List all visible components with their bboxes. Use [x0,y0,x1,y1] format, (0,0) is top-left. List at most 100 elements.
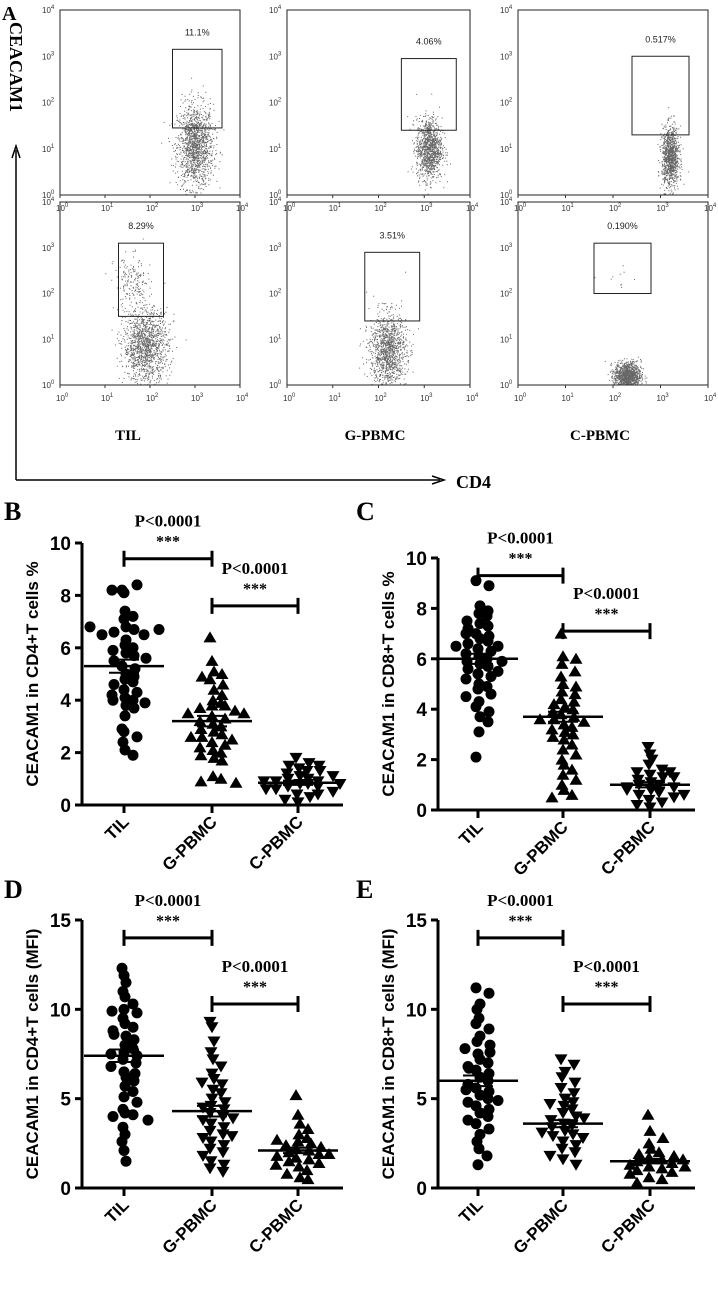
data-point [566,1129,580,1141]
data-point [470,751,482,763]
data-point [558,1093,572,1105]
data-point [326,771,340,783]
data-point [485,670,497,682]
x-tick-label: 102 [375,393,388,403]
data-point [632,1148,646,1160]
data-point [555,657,569,669]
data-point [290,789,304,801]
x-tick-label: 101 [562,393,575,403]
y-arrowhead-icon [11,143,21,159]
significance-stars: *** [509,913,533,930]
y-axis-label: CEACAM1 in CD8+T cells % [379,571,398,796]
x-tick-label: 101 [329,203,342,213]
data-point [108,1028,120,1040]
data-point [106,1005,118,1017]
a-col-label-gpbmc: G-PBMC [345,428,406,444]
data-point [206,1054,220,1066]
x-tick-label: 100 [56,393,69,403]
data-point [216,678,230,690]
data-point [106,584,118,596]
x-tick-label: 103 [191,393,204,403]
data-point [678,1160,692,1172]
data-point [450,640,462,652]
data-point [118,1003,130,1015]
data-point [196,1132,210,1144]
significance-stars: *** [595,979,619,996]
x-tick-label: 103 [657,393,670,403]
data-point [204,1047,218,1059]
y-tick-label: 101 [269,334,282,344]
y-tick-label: 101 [42,144,55,154]
data-point [556,1107,570,1119]
p-value: P<0.0001 [222,957,289,976]
significance-stars: *** [156,534,180,551]
data-point [643,802,657,814]
data-point [557,783,571,795]
y-tick-label: 101 [500,334,513,344]
p-value: P<0.0001 [573,957,640,976]
data-point [568,1147,582,1159]
data-point [470,1018,482,1030]
data-point [206,1084,220,1096]
y-tick-label: 15 [50,911,72,932]
data-point [546,1131,560,1143]
data-point [677,789,691,801]
data-point [556,1136,570,1148]
data-point [470,575,482,587]
sem-error-bar [109,658,139,674]
y-tick-label: 2 [416,751,427,772]
data-point [556,1154,570,1166]
x-arrowhead-icon [431,475,447,485]
data-point [270,1133,284,1145]
event-dots [359,271,419,385]
x-tick-label: 101 [101,393,114,403]
data-point [269,1158,283,1170]
data-point [483,987,495,999]
x-tick-label: 101 [329,393,342,403]
data-point [301,1173,315,1185]
flow-plots: 11.1%1001001011011021021031031041044.06%… [42,5,717,403]
data-point [556,743,570,755]
y-tick-label: 8 [60,586,71,607]
data-point [217,1122,231,1134]
y-tick-label: 5 [416,1090,427,1111]
gate-rectangle [172,48,223,129]
x-tick-label: 102 [609,393,622,403]
data-point [301,1123,315,1135]
y-tick-label: 102 [42,98,55,108]
gate-percent: 3.51% [379,230,405,240]
data-point [291,797,305,809]
data-point [203,1125,217,1137]
p-value: P<0.0001 [222,559,289,578]
data-point [217,1140,231,1152]
data-point [225,733,239,745]
data-point [577,1113,591,1125]
data-point [569,748,583,760]
data-point [293,1171,307,1183]
gate-percent: 0.190% [607,221,638,231]
data-point [131,1096,143,1108]
data-point [204,1156,218,1168]
data-point [546,730,560,742]
data-point [547,698,561,710]
y-tick-label: 103 [269,51,282,61]
x-tick-label: 100 [514,203,527,213]
data-point [138,629,150,641]
data-point [282,1146,296,1158]
y-tick-label: 103 [42,51,55,61]
data-point [203,673,217,685]
significance-stars: *** [595,606,619,623]
data-point [108,655,120,667]
x-tick-label: 101 [562,203,575,213]
data-point [119,710,131,722]
data-point [215,728,229,740]
series-g-pbmc [172,1016,252,1178]
x-tick-label: 104 [704,203,717,213]
data-point [462,638,474,650]
event-dots [594,265,635,288]
data-point [207,665,221,677]
data-point [565,738,579,750]
data-point [473,726,485,738]
data-point [204,1118,218,1130]
